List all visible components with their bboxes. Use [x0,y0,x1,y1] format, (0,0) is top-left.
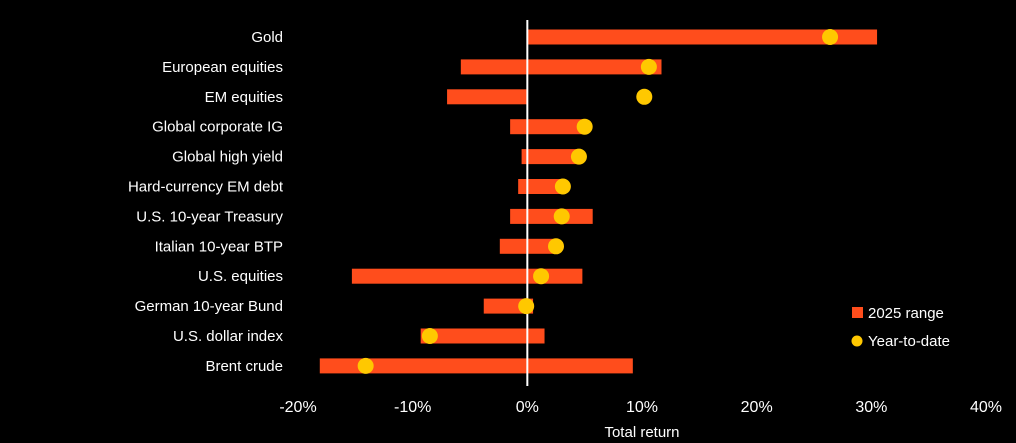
category-label: European equities [162,59,283,76]
ytd-point [636,88,653,105]
ytd-point [822,29,839,45]
legend-swatch-ytd [851,335,863,347]
ytd-point [640,58,657,75]
category-label: German 10-year Bund [135,298,283,315]
range-bar [521,149,579,165]
range-bar [518,179,562,194]
ytd-point [554,178,571,195]
range-bar [420,328,545,344]
x-tick-labels: -20% -10% 0% 10% 20% 30% 40% [279,399,1002,416]
ytd-point [570,148,587,165]
x-tick-label: 0% [516,399,539,416]
ytd-point [553,208,570,225]
ytd-point [421,328,438,344]
legend: 2025 range Year-to-date [851,305,950,350]
ytd-points [357,29,839,374]
range-bar [351,268,583,284]
range-bars [319,29,878,374]
ytd-point [533,268,550,285]
legend-swatch-range [852,307,863,318]
category-labels: Gold European equities EM equities Global c… [128,29,284,375]
ytd-point [518,298,535,315]
ytd-point [357,357,374,374]
x-tick-label: -10% [394,399,431,416]
range-bar [319,358,633,374]
ytd-point [576,118,593,135]
legend-label-ytd: Year-to-date [868,333,950,350]
x-tick-label: 20% [741,399,773,416]
range-bar [510,119,585,135]
ytd-point [548,238,564,255]
x-axis-title: Total return [604,424,679,441]
category-label: Gold [251,29,283,46]
category-label: U.S. equities [198,268,283,285]
category-label: Hard-currency EM debt [128,179,284,196]
category-label: U.S. 10-year Treasury [136,208,283,225]
category-label: U.S. dollar index [173,328,284,345]
x-tick-label: 30% [855,399,887,416]
category-label: Global high yield [172,149,283,166]
range-bar [447,89,528,105]
legend-label-range: 2025 range [868,305,944,322]
category-label: Global corporate IG [152,119,283,136]
range-bar [527,29,878,45]
range-bar [460,59,662,75]
x-tick-label: 10% [626,399,658,416]
category-label: EM equities [205,89,283,106]
x-tick-label: -20% [279,399,316,416]
range-bar [510,208,593,224]
category-label: Brent crude [205,358,283,375]
x-tick-label: 40% [970,399,1002,416]
category-label: Italian 10-year BTP [155,238,283,255]
